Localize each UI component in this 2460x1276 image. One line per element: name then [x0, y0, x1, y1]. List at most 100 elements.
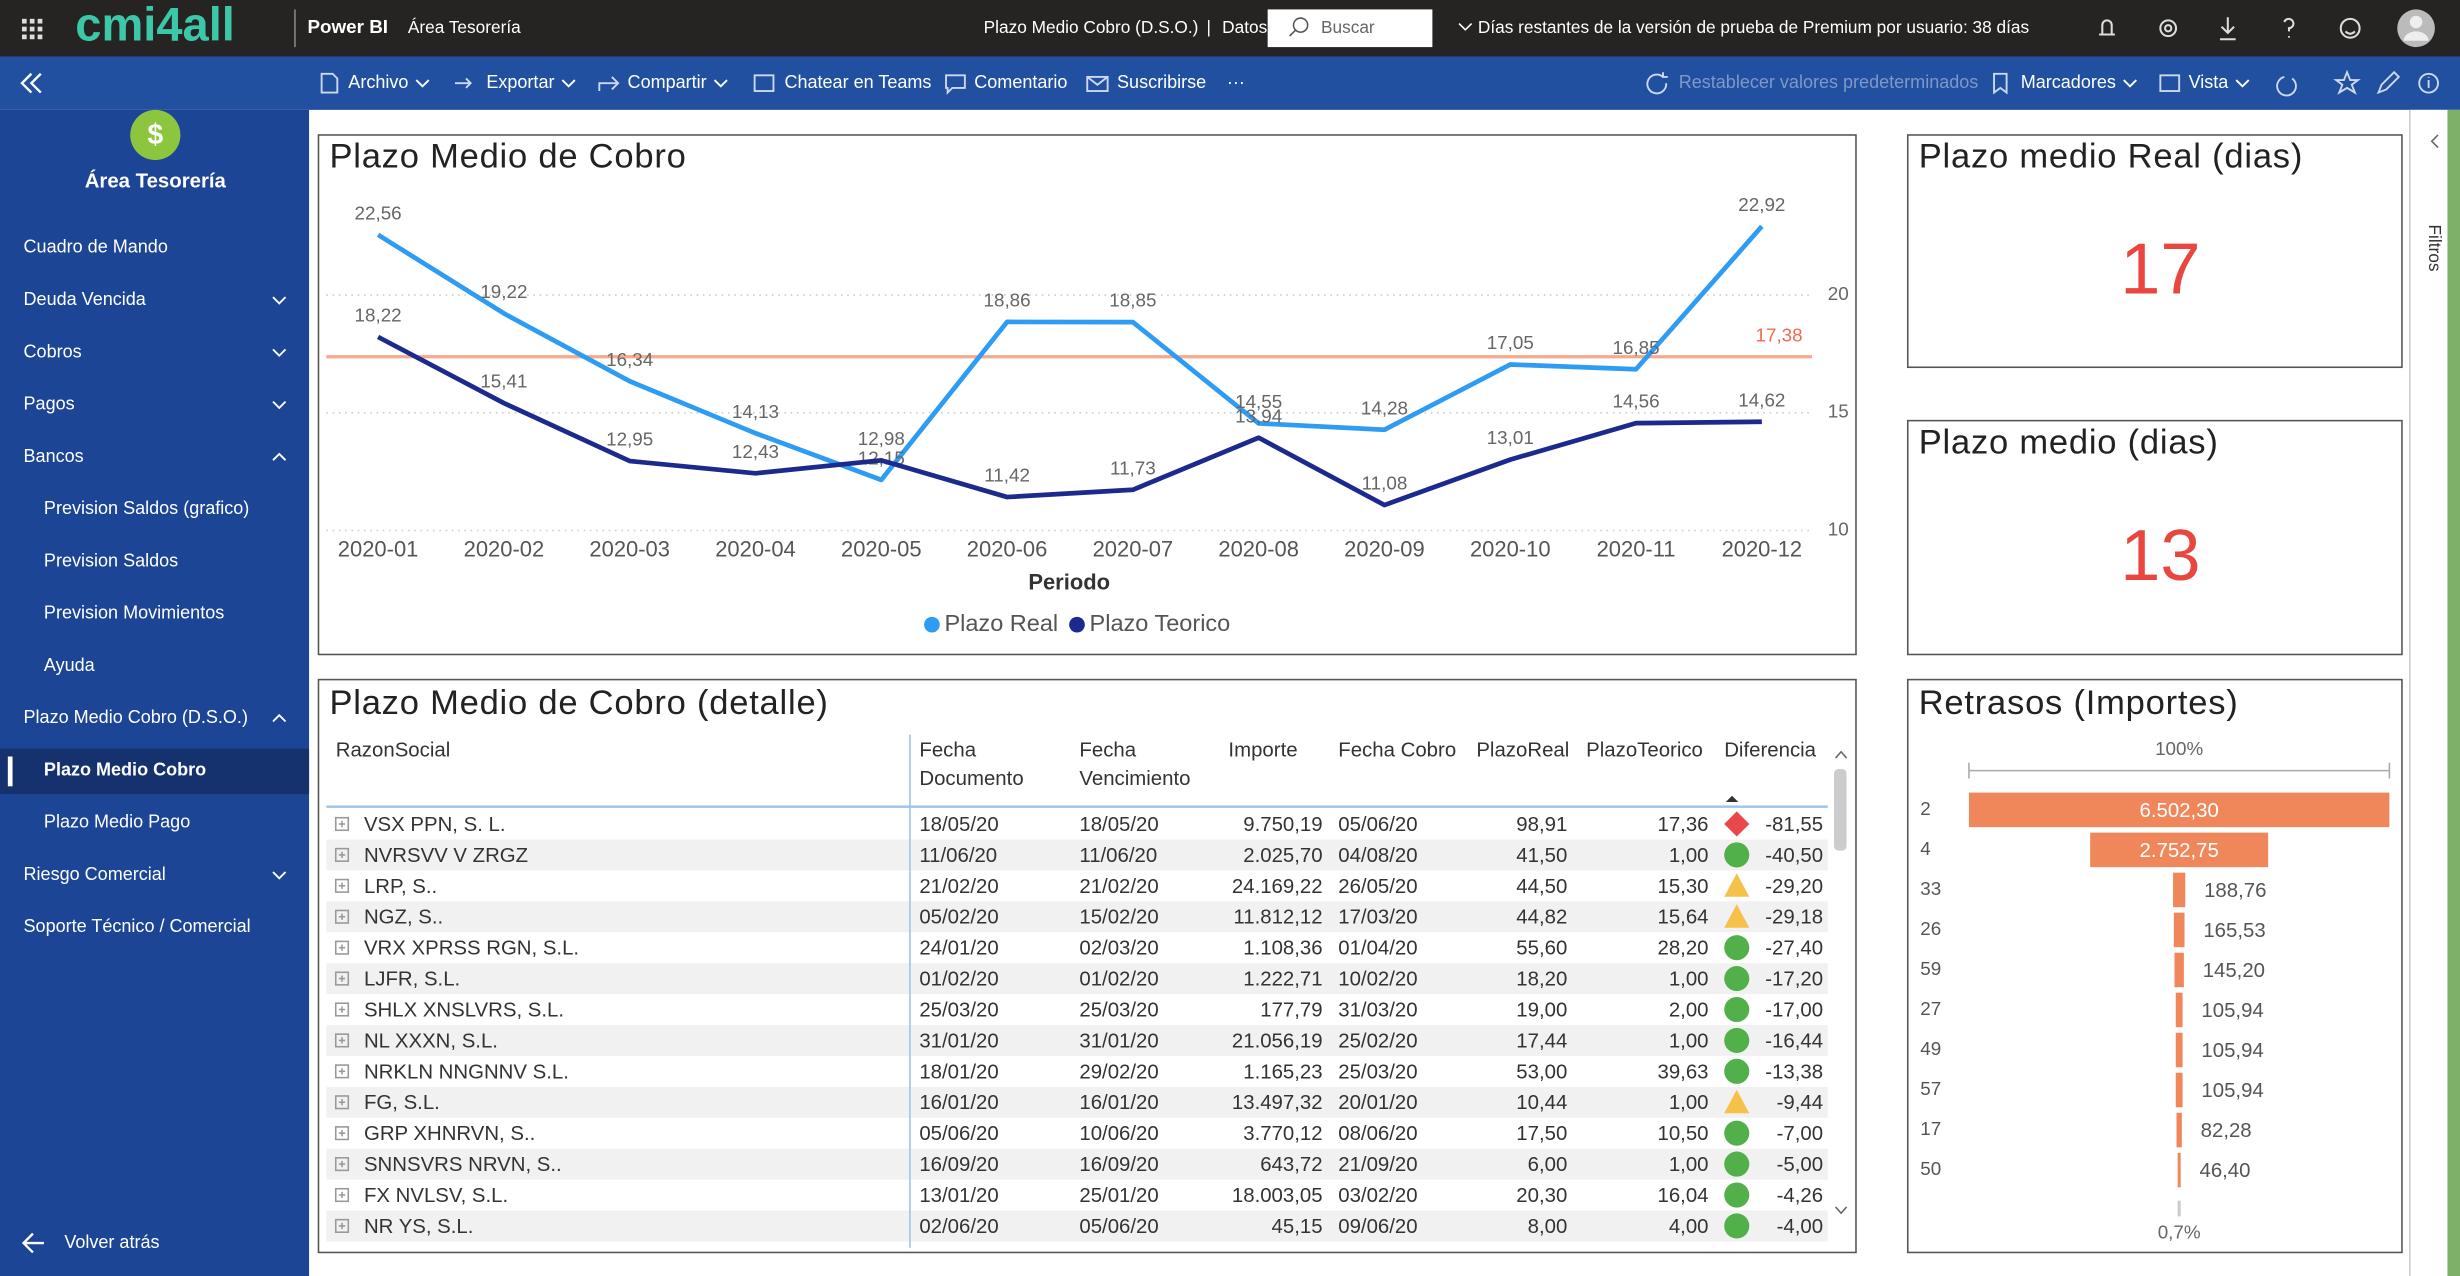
x-tick-label: 2020-04	[715, 537, 796, 562]
column-header[interactable]: RazonSocial	[336, 736, 807, 764]
y-tick-label: 20	[1828, 283, 1849, 304]
nav-item[interactable]: Deuda Vencida	[24, 289, 147, 309]
table-cell: 09/06/20	[1338, 1216, 1417, 1238]
table-cell: 6,00	[1528, 1154, 1568, 1176]
nav-item[interactable]: Prevision Saldos	[44, 550, 178, 570]
table-cell: 26/05/20	[1338, 876, 1417, 898]
nav-item[interactable]: Pagos	[24, 394, 75, 414]
table-cell: 29/02/20	[1079, 1061, 1158, 1083]
funnel-bottom-label: 0,7%	[2158, 1222, 2201, 1243]
table-cell: 1,00	[1669, 1154, 1709, 1176]
column-header[interactable]: Fecha Cobro	[1338, 736, 1464, 764]
nav-item[interactable]: Prevision Saldos (grafico)	[44, 498, 249, 518]
filters-label[interactable]: Filtros	[2425, 224, 2445, 271]
card-value: 13	[2120, 516, 2200, 596]
table-cell: LRP, S..	[364, 876, 437, 898]
toolbar-item[interactable]: Vista	[2189, 72, 2230, 92]
filters-pane[interactable]	[2410, 110, 2448, 1276]
table-cell: 20/01/20	[1338, 1092, 1417, 1114]
panel-title: Plazo medio Real (dias)	[1919, 138, 2303, 176]
sidebar-logo-symbol: $	[147, 118, 163, 150]
toolbar-item[interactable]: Exportar	[486, 72, 554, 92]
column-header[interactable]: PlazoReal	[1476, 736, 1570, 764]
status-icon	[1724, 1121, 1749, 1146]
table-cell: 9.750,19	[1243, 814, 1322, 836]
data-label: 145,20	[2203, 960, 2265, 982]
toolbar-item[interactable]: Marcadores	[2021, 72, 2116, 92]
table-cell: NL XXXN, S.L.	[364, 1030, 498, 1052]
table-cell: 31/03/20	[1338, 999, 1417, 1021]
nav-item[interactable]: Plazo Medio Cobro (D.S.O.)	[24, 707, 248, 727]
table-cell: 45,15	[1272, 1216, 1323, 1238]
nav-item[interactable]: Cobros	[24, 341, 82, 361]
toolbar-item[interactable]: Suscribirse	[1117, 72, 1206, 92]
row-band	[326, 1025, 1827, 1056]
table-cell: 05/06/20	[1079, 1216, 1158, 1238]
table-cell: -13,38	[1765, 1061, 1823, 1083]
table-cell: 17,44	[1516, 1030, 1567, 1052]
column-header[interactable]: Diferencia	[1724, 736, 1834, 764]
toolbar-item[interactable]: Compartir	[628, 72, 707, 92]
table-cell: 8,00	[1528, 1216, 1568, 1238]
nav-item[interactable]: Plazo Medio Cobro	[44, 759, 206, 779]
toolbar-item[interactable]: Restablecer valores predeterminados	[1679, 72, 1979, 92]
card-value: 17	[2120, 230, 2200, 310]
scrollbar-thumb[interactable]	[1834, 769, 1847, 851]
y-tick-label: 15	[1828, 401, 1849, 422]
table-cell: 16/01/20	[919, 1092, 998, 1114]
status-icon	[1724, 935, 1749, 960]
nav-item[interactable]: Cuadro de Mando	[24, 237, 168, 257]
data-label: 82,28	[2201, 1120, 2252, 1142]
nav-item[interactable]: Riesgo Comercial	[24, 864, 166, 884]
table-cell: 21.056,19	[1232, 1030, 1323, 1052]
category-label: 33	[1920, 878, 1941, 899]
column-header[interactable]: Fecha Documento	[919, 736, 1045, 793]
report-name: Plazo Medio Cobro (D.S.O.)	[984, 17, 1199, 37]
table-cell: 01/02/20	[919, 969, 998, 991]
app-name: Power BI	[308, 16, 389, 37]
toolbar-item[interactable]: Archivo	[348, 72, 408, 92]
table-cell: 18,20	[1516, 969, 1567, 991]
funnel-bar	[2177, 1113, 2182, 1148]
selected-marker	[8, 756, 13, 786]
column-header[interactable]: Fecha Vencimiento	[1079, 736, 1212, 793]
app-launcher[interactable]	[22, 19, 42, 39]
data-label: 17,05	[1487, 332, 1534, 353]
table-cell: 17,50	[1516, 1123, 1567, 1145]
status-icon	[1724, 1182, 1749, 1207]
nav-item[interactable]: Bancos	[24, 446, 84, 466]
nav-item[interactable]: Prevision Movimientos	[44, 603, 224, 623]
column-header[interactable]: Importe	[1228, 736, 1322, 764]
table-cell: 10/06/20	[1079, 1123, 1158, 1145]
nav-back[interactable]: Volver atrás	[64, 1232, 159, 1252]
table-cell: 18/05/20	[919, 814, 998, 836]
desktop-edge	[2447, 110, 2460, 1276]
data-label: 16,85	[1612, 337, 1659, 358]
data-label: 12,95	[606, 429, 653, 450]
avatar-head	[2410, 16, 2423, 29]
nav-item[interactable]: Soporte Técnico / Comercial	[24, 916, 251, 936]
nav-item[interactable]: Ayuda	[44, 655, 96, 675]
status-icon	[1724, 842, 1749, 867]
separator: |	[1206, 17, 1210, 37]
toolbar-item[interactable]: Chatear en Teams	[784, 72, 931, 92]
data-label: 22,92	[1738, 194, 1785, 215]
search-placeholder[interactable]: Buscar	[1321, 17, 1375, 37]
data-label: 12,43	[732, 441, 779, 462]
logo: cmi4all	[75, 0, 235, 51]
toolbar-item[interactable]: Comentario	[974, 72, 1067, 92]
column-header[interactable]: PlazoTeorico	[1586, 736, 1718, 764]
sidebar-title: Área Tesorería	[85, 169, 227, 192]
data-label: 12,98	[858, 428, 905, 449]
table-cell: 21/09/20	[1338, 1154, 1417, 1176]
nav-item[interactable]: Plazo Medio Pago	[44, 812, 190, 832]
data-menu[interactable]: Datos	[1222, 17, 1267, 37]
data-label: 16,34	[606, 349, 653, 370]
toolbar-item[interactable]: ···	[1227, 72, 1245, 92]
table-cell: 25/03/20	[1079, 999, 1158, 1021]
table-cell: 15,30	[1658, 876, 1709, 898]
table-cell: GRP XHNRVN, S..	[364, 1123, 535, 1145]
table-cell: 4,00	[1669, 1216, 1709, 1238]
table-cell: 15,64	[1658, 907, 1709, 929]
